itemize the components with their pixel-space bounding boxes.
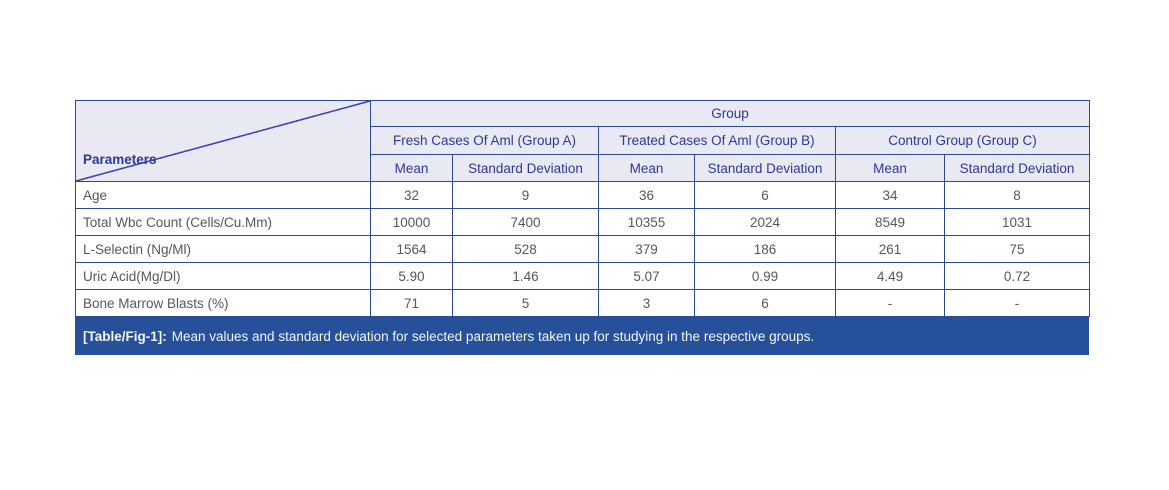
table-row: Age 32 9 36 6 34 8 bbox=[75, 181, 1090, 209]
group-a-mean-header: Mean bbox=[370, 154, 453, 182]
table-row: Total Wbc Count (Cells/Cu.Mm) 10000 7400… bbox=[75, 208, 1090, 236]
value-cell: 5.07 bbox=[598, 262, 695, 290]
value-cell: 186 bbox=[694, 235, 836, 263]
value-cell: 10000 bbox=[370, 208, 453, 236]
parameters-column-header: Parameters bbox=[83, 152, 157, 167]
parameter-cell: Age bbox=[75, 181, 371, 209]
value-cell: 2024 bbox=[694, 208, 836, 236]
value-cell: 1031 bbox=[944, 208, 1090, 236]
value-cell: 75 bbox=[944, 235, 1090, 263]
parameter-cell: Uric Acid(Mg/Dl) bbox=[75, 262, 371, 290]
parameter-cell: L-Selectin (Ng/Ml) bbox=[75, 235, 371, 263]
value-cell: 528 bbox=[452, 235, 599, 263]
value-cell: 34 bbox=[835, 181, 945, 209]
value-cell: 9 bbox=[452, 181, 599, 209]
value-cell: 261 bbox=[835, 235, 945, 263]
table-header-row-group: Parameters Group bbox=[75, 100, 1090, 182]
value-cell: 10355 bbox=[598, 208, 695, 236]
group-b-sd-header: Standard Deviation bbox=[694, 154, 836, 182]
value-cell: 7400 bbox=[452, 208, 599, 236]
parameters-table: Parameters Group Fresh Cases Of Aml (Gro… bbox=[75, 100, 1090, 317]
table-header-row-stats: Mean Standard Deviation Mean Standard De… bbox=[76, 154, 1090, 182]
value-cell: - bbox=[944, 289, 1090, 317]
diagonal-divider bbox=[76, 101, 370, 181]
group-header: Group bbox=[370, 100, 1090, 127]
parameter-cell: Bone Marrow Blasts (%) bbox=[75, 289, 371, 317]
value-cell: 32 bbox=[370, 181, 453, 209]
value-cell: 1564 bbox=[370, 235, 453, 263]
table-figure: Parameters Group Fresh Cases Of Aml (Gro… bbox=[75, 100, 1090, 355]
table-caption-bar: [Table/Fig-1]: Mean values and standard … bbox=[75, 317, 1089, 355]
value-cell: 6 bbox=[694, 181, 836, 209]
table-row: Uric Acid(Mg/Dl) 5.90 1.46 5.07 0.99 4.4… bbox=[75, 262, 1090, 290]
group-c-sd-header: Standard Deviation bbox=[944, 154, 1090, 182]
value-cell: 6 bbox=[694, 289, 836, 317]
group-b-mean-header: Mean bbox=[598, 154, 695, 182]
value-cell: 0.99 bbox=[694, 262, 836, 290]
parameter-cell: Total Wbc Count (Cells/Cu.Mm) bbox=[75, 208, 371, 236]
caption-tag: [Table/Fig-1]: bbox=[83, 328, 167, 344]
value-cell: - bbox=[835, 289, 945, 317]
group-b-header: Treated Cases Of Aml (Group B) bbox=[598, 126, 836, 155]
group-a-header: Fresh Cases Of Aml (Group A) bbox=[370, 126, 599, 155]
value-cell: 379 bbox=[598, 235, 695, 263]
table-row: Bone Marrow Blasts (%) 71 5 3 6 - - bbox=[75, 289, 1090, 317]
value-cell: 8 bbox=[944, 181, 1090, 209]
value-cell: 5 bbox=[452, 289, 599, 317]
value-cell: 0.72 bbox=[944, 262, 1090, 290]
value-cell: 4.49 bbox=[835, 262, 945, 290]
caption-text: Mean values and standard deviation for s… bbox=[171, 328, 815, 344]
group-c-mean-header: Mean bbox=[835, 154, 945, 182]
value-cell: 36 bbox=[598, 181, 695, 209]
value-cell: 5.90 bbox=[370, 262, 453, 290]
value-cell: 8549 bbox=[835, 208, 945, 236]
value-cell: 3 bbox=[598, 289, 695, 317]
value-cell: 71 bbox=[370, 289, 453, 317]
corner-cell-parameters: Parameters bbox=[75, 100, 371, 182]
group-a-sd-header: Standard Deviation bbox=[452, 154, 599, 182]
table-header-row-groupnames: Fresh Cases Of Aml (Group A) Treated Cas… bbox=[76, 126, 1090, 155]
group-c-header: Control Group (Group C) bbox=[835, 126, 1090, 155]
value-cell: 1.46 bbox=[452, 262, 599, 290]
table-row: L-Selectin (Ng/Ml) 1564 528 379 186 261 … bbox=[75, 235, 1090, 263]
